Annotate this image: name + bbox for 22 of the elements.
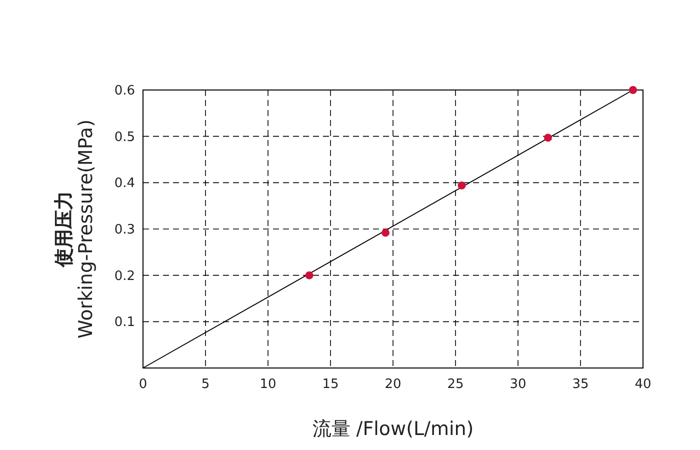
x-axis-title: 流量 /Flow(L/min) — [312, 418, 474, 440]
x-tick-label: 30 — [510, 377, 526, 392]
x-tick-label: 0 — [138, 377, 148, 392]
x-tick-label: 5 — [201, 377, 210, 392]
x-tick-label: 20 — [384, 377, 402, 392]
y-tick-label: 0.4 — [114, 176, 135, 192]
x-tick-label: 10 — [260, 377, 276, 392]
point — [544, 134, 552, 142]
x-tick-label: 25 — [447, 377, 464, 392]
y-tick-label: 0.3 — [114, 222, 135, 238]
x-tick-label: 35 — [572, 377, 589, 392]
y-axis-title: 使用压力 Working-Pressure(MPa) — [53, 120, 97, 338]
point — [458, 181, 466, 190]
y-tick-label: 0.6 — [114, 84, 135, 98]
point — [305, 271, 314, 280]
point — [382, 228, 390, 237]
point — [629, 86, 637, 94]
y-tick-label: 0.1 — [114, 315, 135, 330]
y-tick-label: 0.5 — [114, 130, 135, 145]
x-tick-label: 15 — [322, 377, 339, 392]
x-tick-label: 40 — [634, 377, 652, 392]
y-tick-label: 0.2 — [114, 268, 135, 284]
